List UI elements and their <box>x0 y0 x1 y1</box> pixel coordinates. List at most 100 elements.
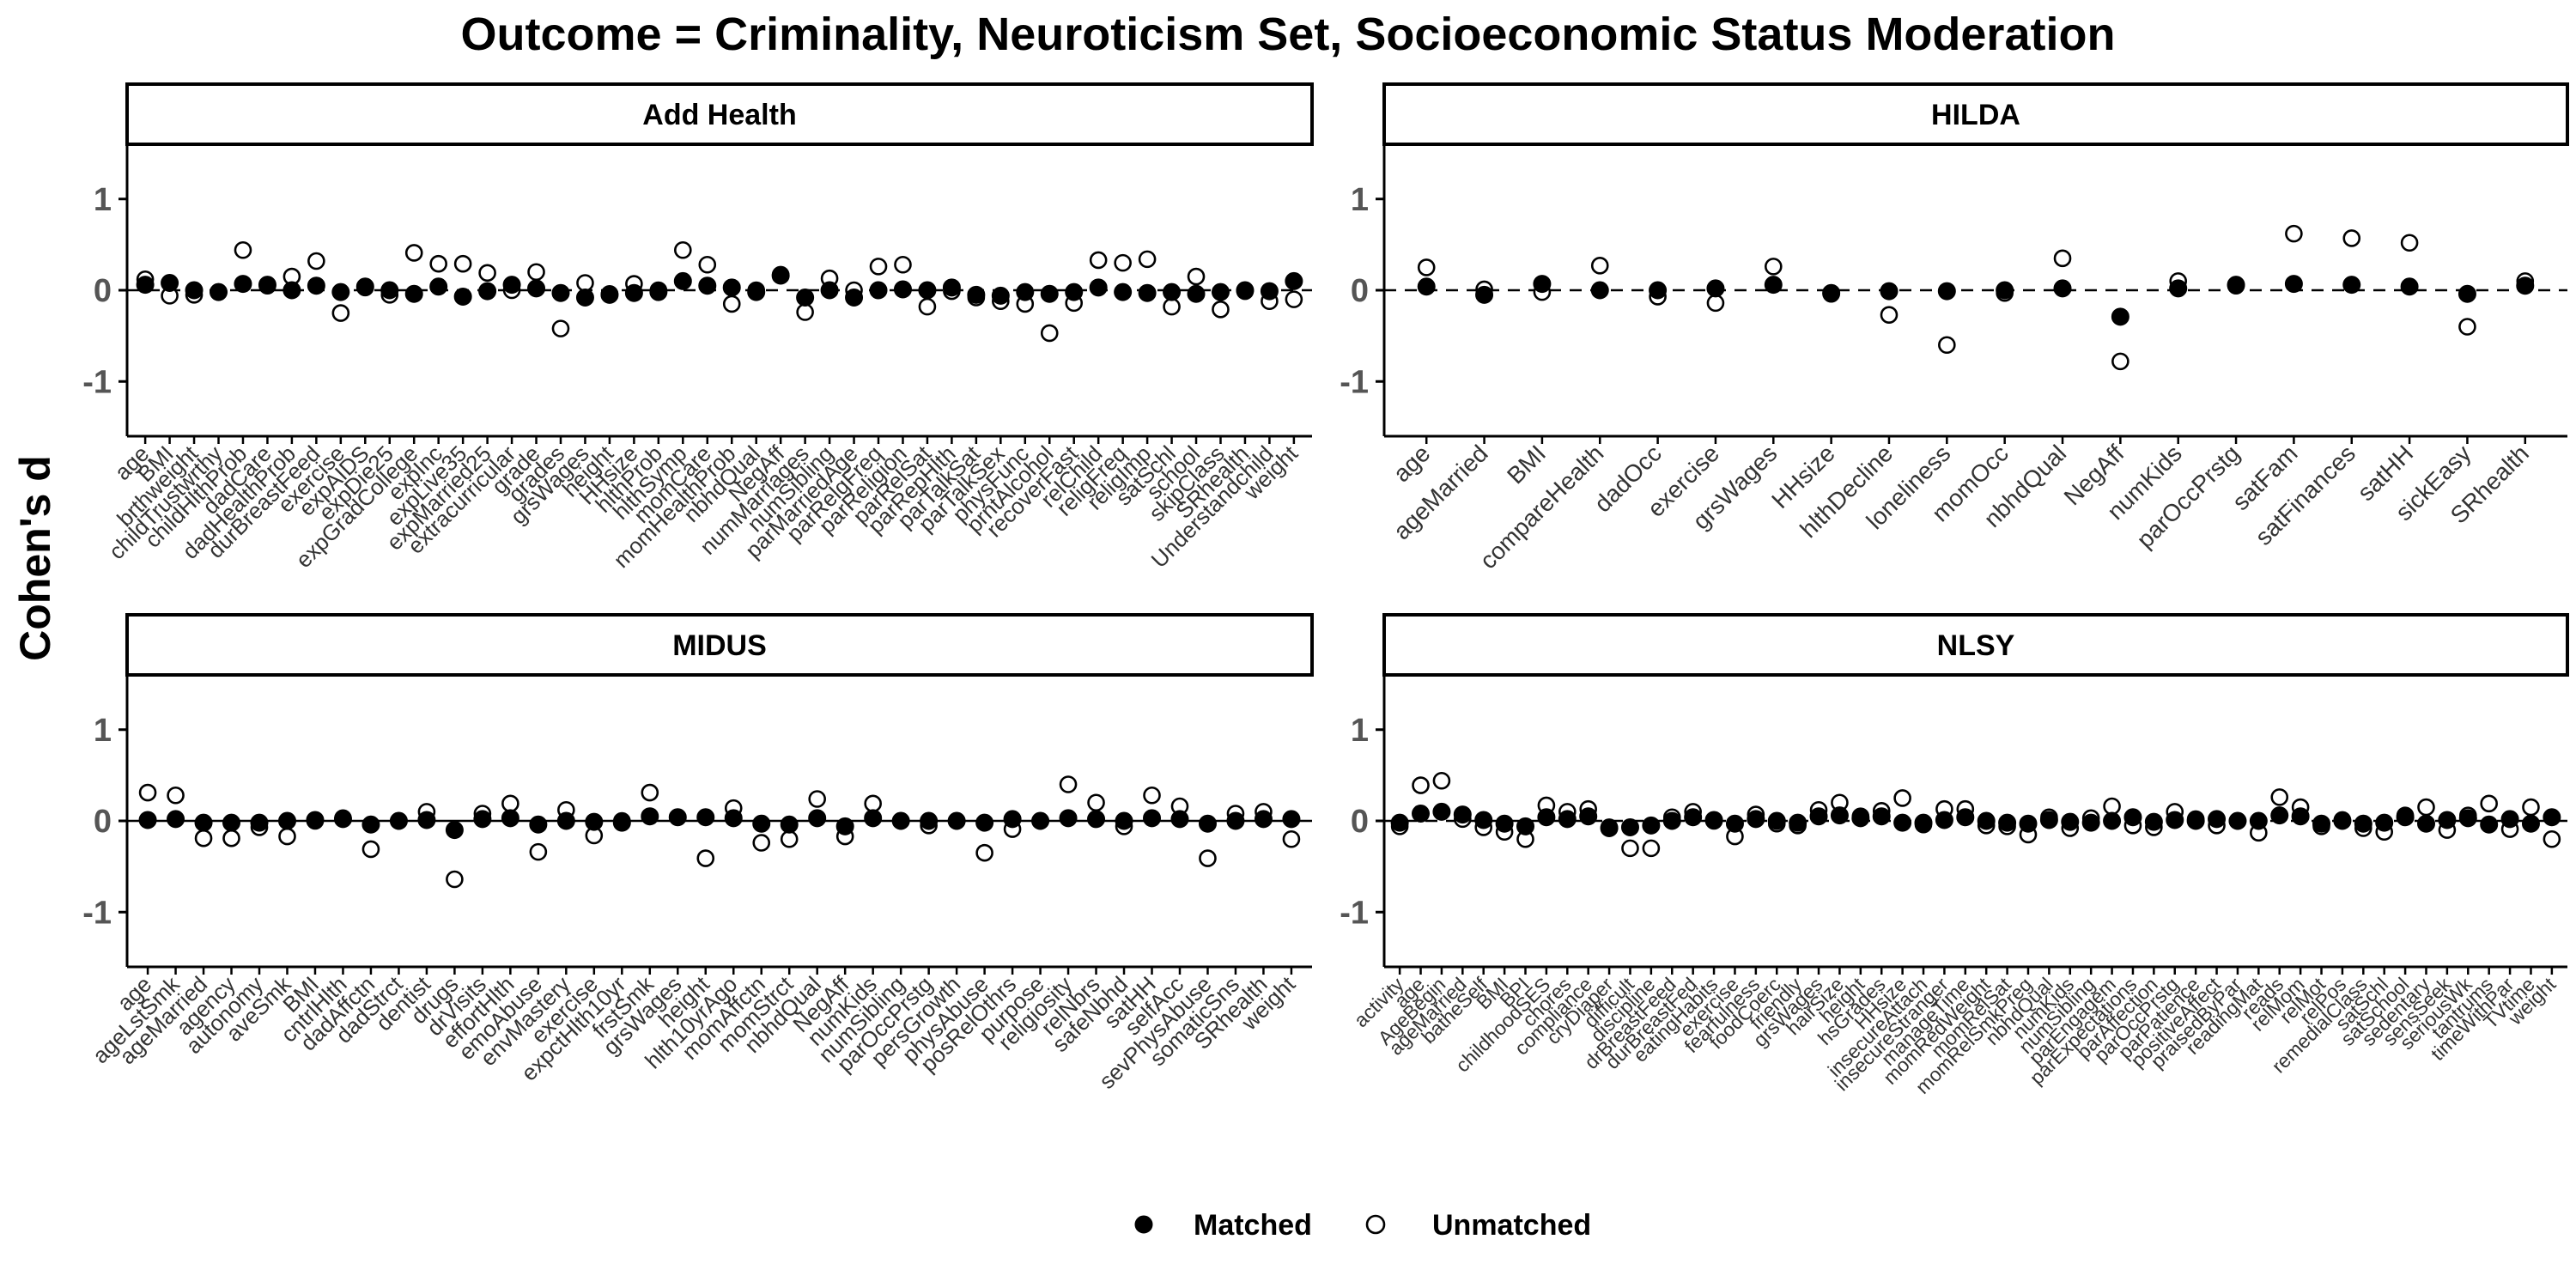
unmatched-point <box>894 255 912 274</box>
matched-point <box>2061 812 2080 831</box>
matched-point <box>918 281 937 300</box>
panel-midus: MIDUS-101ageageLstSmkageMarriedagencyaut… <box>82 613 1314 1094</box>
matched-point <box>138 811 157 829</box>
matched-point <box>1747 810 1765 829</box>
matched-point <box>2053 279 2072 298</box>
y-tick-label: -1 <box>1340 364 1369 400</box>
matched-point <box>2500 810 2519 829</box>
matched-point <box>1260 282 1279 301</box>
unmatched-point <box>2458 318 2476 336</box>
matched-point <box>724 809 743 828</box>
matched-point <box>2354 814 2372 833</box>
matched-point <box>1600 819 1619 837</box>
unmatched-point <box>2053 249 2072 268</box>
panel-strip-label: NLSY <box>1937 629 2015 662</box>
matched-point <box>1453 805 1472 824</box>
legend: Matched Unmatched <box>1134 1209 1591 1242</box>
legend-matched-symbol <box>1134 1215 1153 1234</box>
matched-point <box>1114 283 1133 301</box>
y-tick-label: 1 <box>94 182 112 218</box>
matched-point <box>2169 279 2188 298</box>
matched-point <box>845 289 864 307</box>
y-tick-label: 0 <box>94 804 112 840</box>
matched-point <box>1558 810 1577 829</box>
panel-strip-label: Add Health <box>642 99 796 131</box>
unmatched-point <box>2417 798 2435 817</box>
unmatched-point <box>2103 797 2121 816</box>
unmatched-point <box>453 254 472 273</box>
unmatched-point <box>2285 224 2303 243</box>
unmatched-point <box>780 829 799 848</box>
x-tick-label: BMI <box>1502 440 1551 489</box>
unmatched-point <box>1138 250 1157 269</box>
matched-point <box>429 277 448 296</box>
matched-point <box>283 281 301 300</box>
matched-point <box>1412 805 1431 823</box>
matched-point <box>2144 812 2163 831</box>
matched-point <box>649 283 668 301</box>
matched-point <box>2166 811 2184 829</box>
unmatched-point <box>808 790 826 808</box>
matched-point <box>1003 810 1022 829</box>
matched-point <box>920 811 939 830</box>
matched-point <box>1830 806 1849 825</box>
matched-point <box>771 266 790 285</box>
matched-point <box>2228 811 2247 830</box>
unmatched-point <box>674 240 692 259</box>
y-tick-label: -1 <box>82 364 112 400</box>
matched-point <box>752 814 771 833</box>
matched-point <box>1590 281 1609 300</box>
unmatched-point <box>1199 849 1217 867</box>
panel-strip <box>125 613 1314 677</box>
unmatched-point <box>576 274 594 292</box>
panel-nlsy: NLSY-101activityageAgeBeginageMarriedbat… <box>1340 613 2569 1098</box>
matched-point <box>2342 276 2361 295</box>
unmatched-point <box>1590 257 1609 275</box>
matched-point <box>478 282 497 301</box>
unmatched-point <box>975 843 993 862</box>
matched-point <box>1996 281 2014 300</box>
y-tick-label: -1 <box>82 895 112 931</box>
y-tick-label: 0 <box>1351 273 1369 309</box>
matched-point <box>258 276 276 295</box>
matched-point <box>277 811 296 830</box>
matched-point <box>529 815 548 834</box>
y-tick-label: 1 <box>1351 182 1369 218</box>
matched-point <box>2249 811 2268 830</box>
matched-point <box>1893 813 1912 832</box>
unmatched-point <box>331 304 350 322</box>
matched-point <box>194 813 213 832</box>
matched-point <box>1187 284 1206 303</box>
unmatched-point <box>1163 297 1181 316</box>
matched-point <box>796 289 815 307</box>
unmatched-point <box>1187 267 1206 286</box>
matched-point <box>1211 283 1230 301</box>
matched-point <box>1115 811 1133 830</box>
matched-point <box>1065 283 1084 301</box>
matched-point <box>355 277 374 296</box>
unmatched-point <box>1621 839 1639 858</box>
matched-point <box>234 275 252 294</box>
unmatched-point <box>551 319 570 337</box>
matched-point <box>2291 807 2310 826</box>
unmatched-point <box>194 829 213 848</box>
unmatched-point <box>1087 793 1105 812</box>
matched-point <box>1956 808 1975 827</box>
matched-point <box>2480 815 2499 834</box>
matched-point <box>380 281 399 300</box>
matched-point <box>1285 271 1303 290</box>
matched-point <box>331 283 350 301</box>
unmatched-point <box>1059 775 1078 793</box>
matched-point <box>1198 814 1217 833</box>
matched-point <box>1767 811 1786 830</box>
unmatched-point <box>918 297 937 316</box>
unmatched-point <box>1040 324 1059 343</box>
matched-point <box>1087 810 1106 829</box>
unmatched-point <box>501 794 519 813</box>
matched-point <box>585 812 604 831</box>
matched-point <box>1684 808 1703 827</box>
matched-point <box>2458 284 2476 303</box>
matched-point <box>864 809 883 828</box>
matched-point <box>1662 811 1681 830</box>
